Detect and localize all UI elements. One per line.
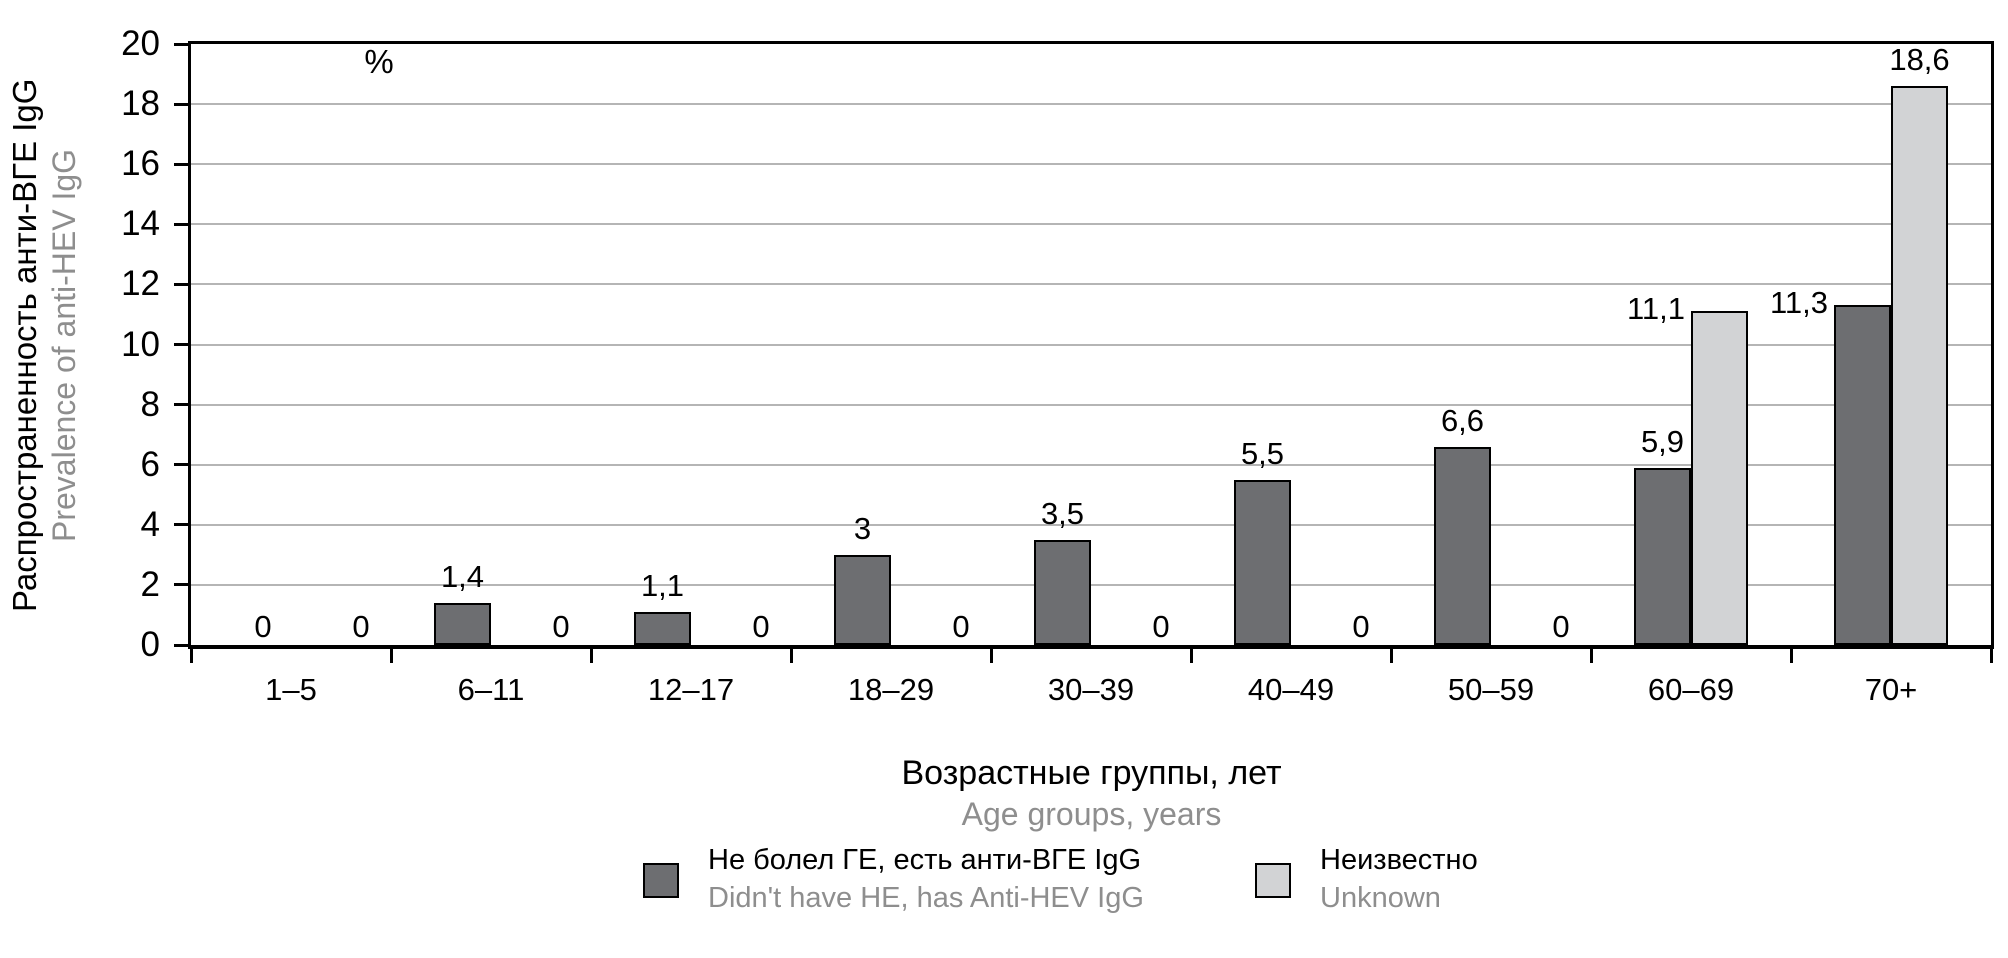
x-tick-label: 30–39 bbox=[1047, 672, 1135, 707]
x-tick bbox=[389, 645, 393, 663]
bar bbox=[1434, 446, 1491, 645]
bar bbox=[1691, 311, 1748, 645]
bar-value-label: 0 bbox=[1552, 609, 1570, 644]
legend-item-dark: Не болел ГЕ, есть анти-ВГЕ IgG Didn't ha… bbox=[708, 841, 1144, 917]
bar-value-label: 0 bbox=[1152, 609, 1170, 644]
x-tick-label: 40–49 bbox=[1247, 672, 1335, 707]
x-tick bbox=[1789, 645, 1793, 663]
bar-value-label: 11,3 bbox=[1769, 285, 1828, 321]
x-tick-label: 18–29 bbox=[847, 672, 935, 707]
legend-label-dark-en: Didn't have HE, has Anti-HEV IgG bbox=[708, 882, 1144, 914]
plot-area: % 0 2 4 6 8 10 12 14 16 18 20 1–5 6–11 12–17 18–29 30–3… bbox=[121, 24, 1994, 707]
y-tick-label: 20 bbox=[121, 24, 160, 63]
bar-value-label: 0 bbox=[952, 609, 970, 644]
bar-value-label: 6,6 bbox=[1440, 402, 1485, 438]
y-tick bbox=[174, 523, 188, 527]
y-tick-label: 18 bbox=[121, 84, 160, 124]
legend-label-light-ru: Неизвестно bbox=[1320, 844, 1478, 876]
y-tick bbox=[174, 102, 188, 106]
y-tick bbox=[174, 643, 188, 647]
bar-value-label: 0 bbox=[552, 609, 570, 644]
bar-value-label: 5,9 bbox=[1640, 423, 1685, 459]
bar-value-label: 1,4 bbox=[440, 558, 485, 594]
bar bbox=[1634, 467, 1691, 645]
gridline bbox=[191, 463, 1991, 466]
y-tick bbox=[174, 583, 188, 587]
bar-value-label: 0 bbox=[352, 609, 370, 644]
x-tick bbox=[1189, 645, 1193, 663]
bar bbox=[1034, 539, 1091, 645]
y-tick bbox=[174, 222, 188, 226]
bar bbox=[1891, 86, 1948, 645]
x-tick-label: 70+ bbox=[1864, 672, 1918, 707]
bar bbox=[434, 602, 491, 645]
legend-swatch-dark bbox=[643, 863, 679, 898]
y-tick-label: 6 bbox=[140, 444, 160, 484]
y-tick-label: 12 bbox=[121, 264, 160, 304]
x-axis-title-en: Age groups, years bbox=[961, 796, 1222, 832]
legend-swatch-light bbox=[1255, 863, 1291, 898]
bar-value-label: 0 bbox=[254, 609, 272, 644]
bar-value-label: 3,5 bbox=[1040, 495, 1085, 531]
y-tick bbox=[174, 282, 188, 286]
y-tick bbox=[174, 162, 188, 166]
gridline bbox=[191, 523, 1991, 526]
bar-value-label: 18,6 bbox=[1889, 42, 1950, 78]
x-tick bbox=[1389, 645, 1393, 663]
bar-value-label: 0 bbox=[1352, 609, 1370, 644]
y-tick-label: 4 bbox=[140, 504, 160, 544]
legend-label-light-en: Unknown bbox=[1320, 882, 1441, 914]
y-tick bbox=[174, 343, 188, 346]
y-tick-label: 16 bbox=[121, 144, 160, 184]
gridline bbox=[191, 343, 1991, 346]
x-tick-label: 60–69 bbox=[1647, 672, 1735, 707]
gridline bbox=[191, 103, 1991, 106]
y-tick-label: 10 bbox=[121, 324, 160, 364]
bar bbox=[1234, 479, 1291, 645]
bar bbox=[1834, 305, 1891, 645]
bar bbox=[834, 554, 891, 645]
gridline bbox=[191, 583, 1991, 586]
bar-value-label: 0 bbox=[752, 609, 770, 644]
x-tick bbox=[1589, 645, 1593, 663]
x-tick bbox=[989, 645, 993, 663]
x-tick-label: 1–5 bbox=[265, 672, 317, 707]
x-tick bbox=[589, 645, 593, 663]
gridline bbox=[191, 163, 1991, 166]
x-tick-label: 12–17 bbox=[647, 672, 735, 707]
x-axis-title: Возрастные группы, лет Age groups, years bbox=[188, 752, 1995, 834]
x-tick-label: 50–59 bbox=[1447, 672, 1535, 707]
bar-value-label: 1,1 bbox=[640, 567, 685, 603]
bar-value-label: 5,5 bbox=[1240, 435, 1285, 471]
y-tick bbox=[174, 42, 188, 46]
legend-item-light: Неизвестно Unknown bbox=[1320, 841, 1478, 917]
y-tick-label: 14 bbox=[121, 204, 160, 244]
bar-value-label: 3 bbox=[853, 510, 872, 546]
y-axis-unit-label: % bbox=[364, 43, 394, 80]
x-tick-label: 6–11 bbox=[457, 672, 525, 707]
y-tick bbox=[174, 403, 188, 407]
gridline bbox=[191, 283, 1991, 286]
gridline bbox=[191, 223, 1991, 226]
bar-value-label: 11,1 bbox=[1626, 291, 1685, 327]
x-axis-title-ru: Возрастные группы, лет bbox=[901, 754, 1282, 792]
x-tick bbox=[1989, 645, 1993, 663]
x-tick bbox=[189, 645, 193, 663]
y-tick bbox=[174, 463, 188, 467]
y-tick-label: 2 bbox=[140, 564, 160, 604]
y-tick-label: 0 bbox=[140, 625, 160, 664]
bar bbox=[634, 611, 691, 645]
legend-label-dark-ru: Не болел ГЕ, есть анти-ВГЕ IgG bbox=[708, 844, 1142, 876]
gridline bbox=[191, 403, 1991, 406]
x-tick bbox=[789, 645, 793, 663]
y-axis-title-ru: Распространенность анти-ВГЕ IgG bbox=[6, 78, 43, 612]
y-tick-label: 8 bbox=[140, 384, 160, 424]
